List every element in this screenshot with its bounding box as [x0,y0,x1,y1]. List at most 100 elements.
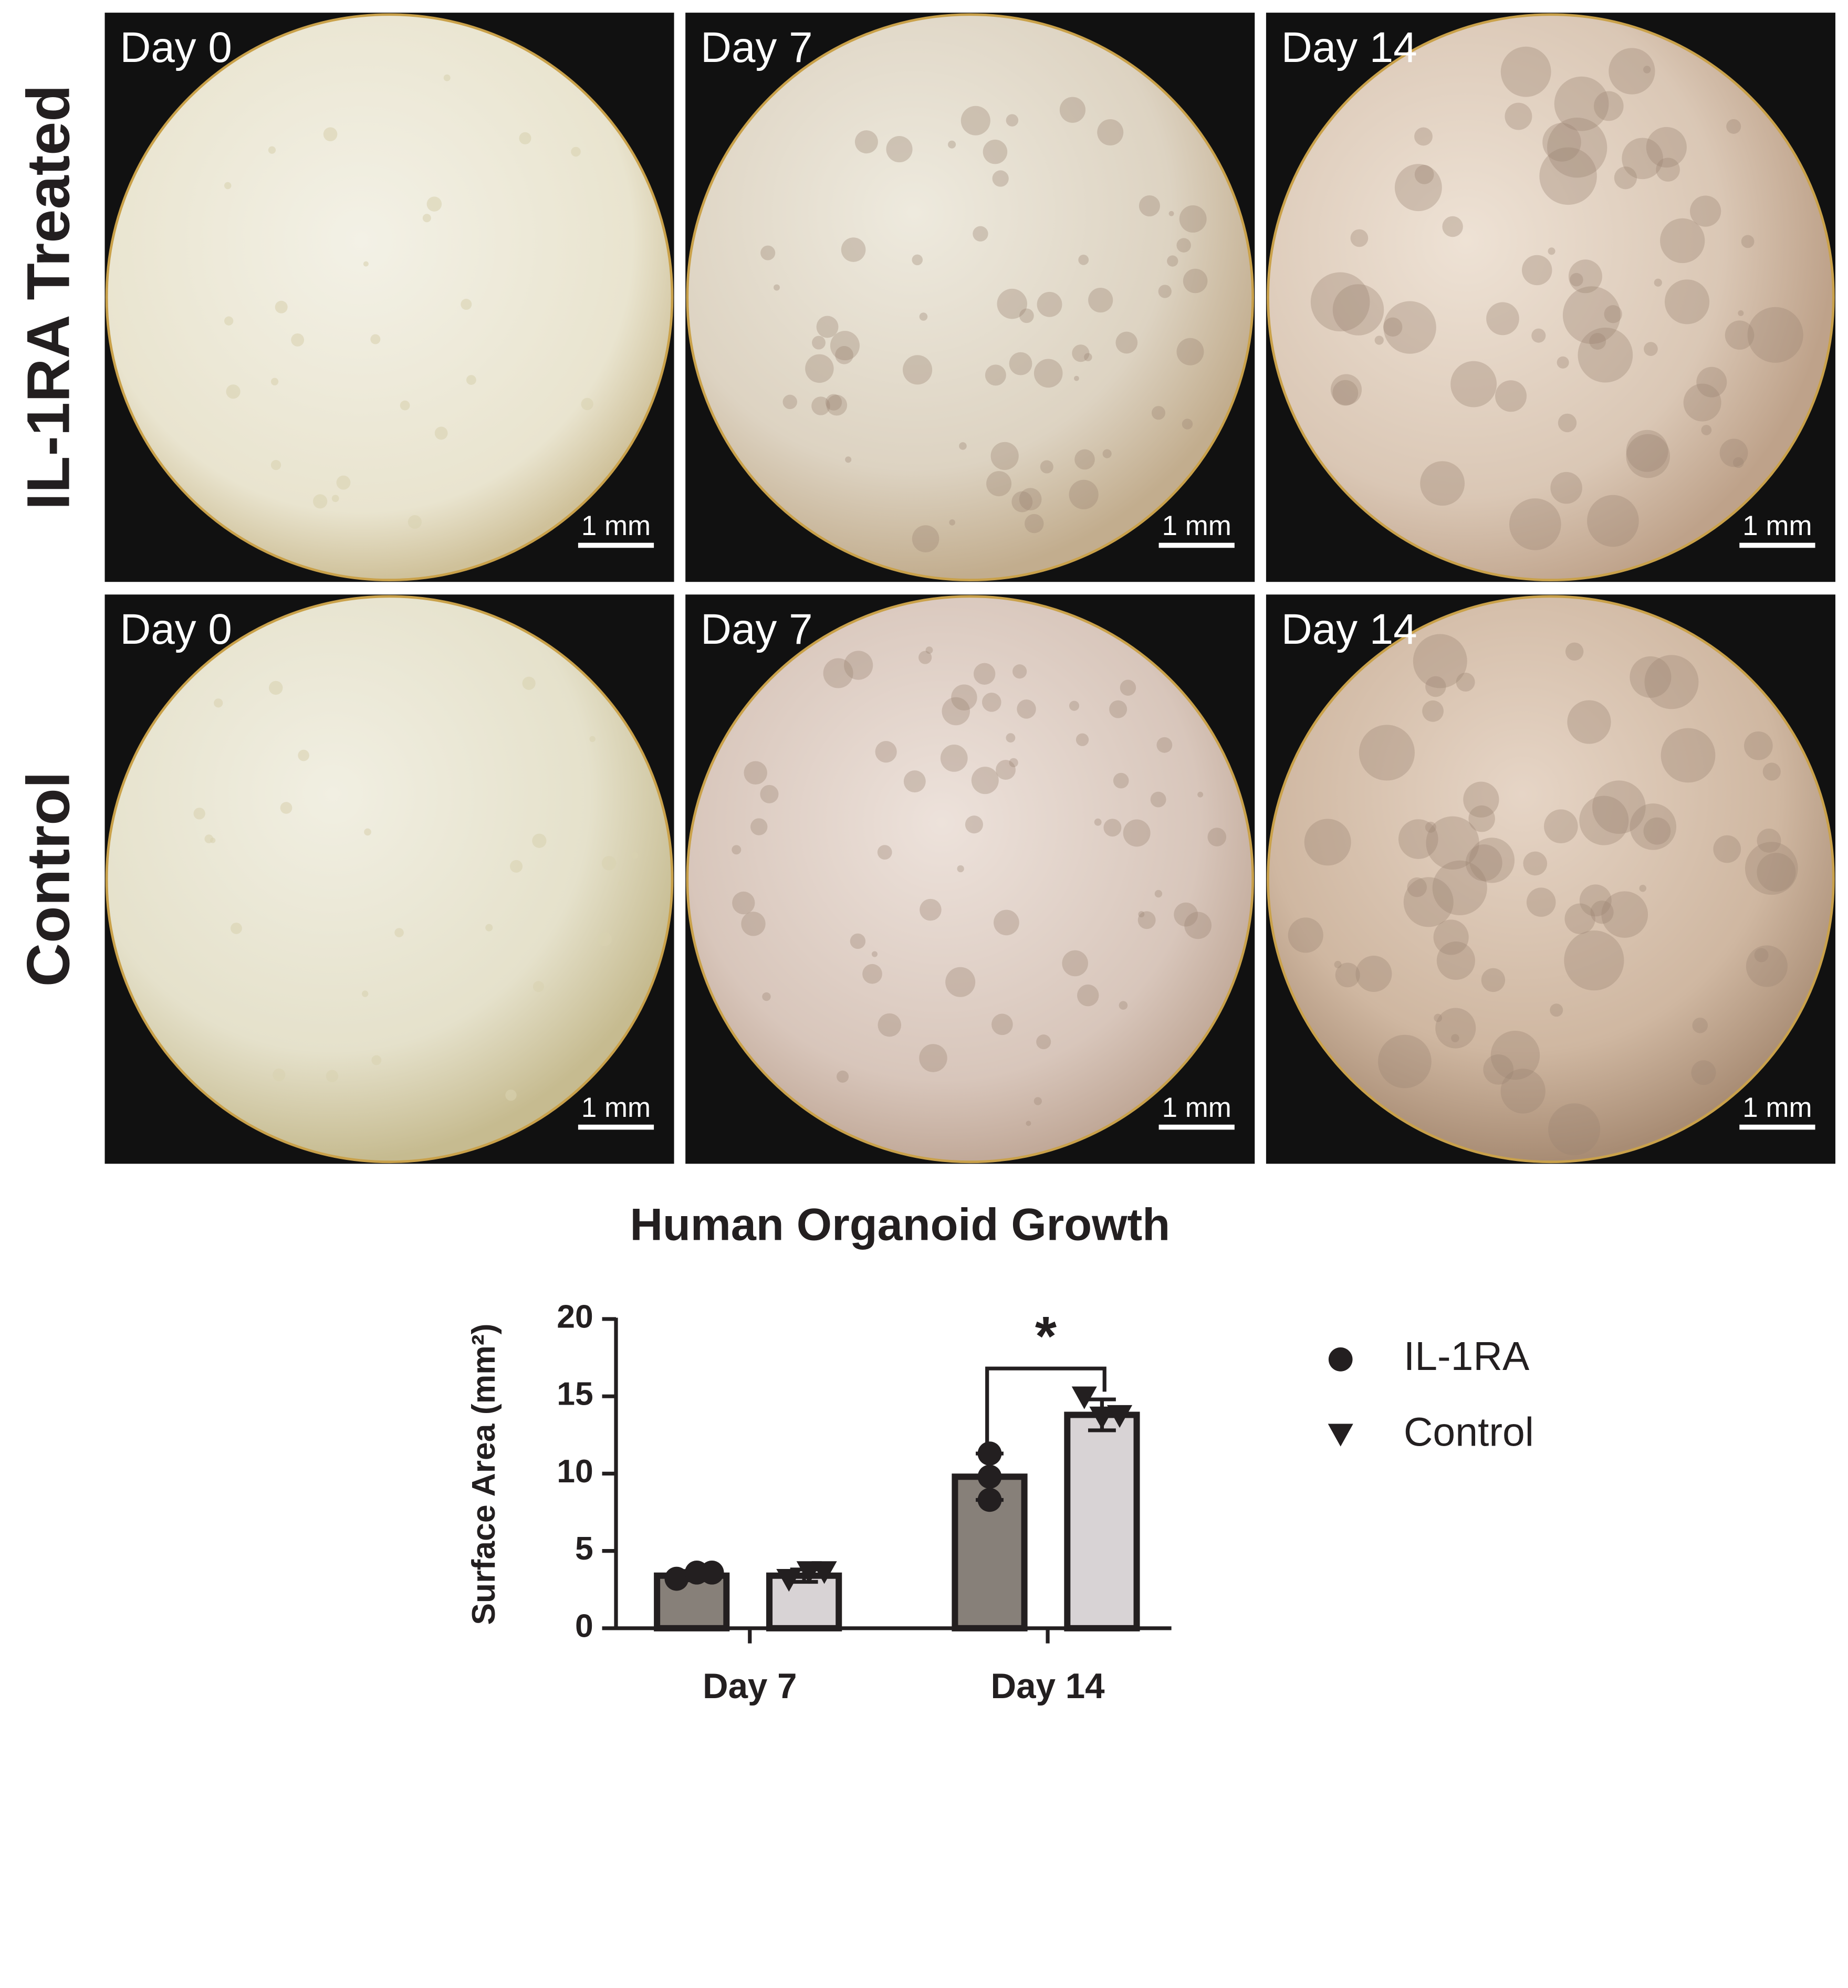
organoid [903,770,926,793]
organoid [1009,352,1032,375]
organoid [1084,353,1092,361]
organoid [1505,102,1532,130]
organoid [1151,406,1166,420]
organoid [1026,1121,1031,1126]
organoid [1378,1034,1432,1089]
organoid [443,74,451,81]
organoid [269,681,283,695]
legend-label: IL-1RA [1404,1334,1530,1379]
organoid [994,909,1019,936]
scale-bar-label: 1 mm [1742,1092,1812,1123]
organoid [1102,449,1112,458]
organoid [1167,255,1178,267]
organoid [1019,488,1042,511]
scale-bar-label: 1 mm [1742,510,1812,541]
organoid [1420,461,1465,506]
organoid [951,684,977,710]
organoid [1074,375,1079,381]
organoid [1183,268,1208,294]
organoid [812,336,826,350]
scale-bar [1158,542,1235,548]
organoid [957,865,964,873]
organoid [1495,380,1527,412]
organoid [1040,460,1053,474]
organoid [1542,123,1581,162]
organoid [1690,195,1721,227]
organoid [1564,903,1595,934]
organoid [204,834,214,843]
organoid [1355,956,1392,992]
organoid [1168,211,1174,216]
organoid [1550,1003,1563,1017]
organoid [1578,327,1633,383]
organoid [618,880,625,886]
field-of-view [686,13,1255,581]
organoid [532,833,547,848]
organoid [1037,291,1062,317]
organoid [983,139,1008,164]
y-axis-label: Surface Area (mm²) [465,1324,502,1625]
data-point [664,1566,689,1591]
organoid [844,651,873,680]
organoid [1630,656,1672,698]
micrograph-grid: IL-1RA Treated Day 0 1 mm Day 7 1 mm Day 14 1 … [15,13,1835,1164]
organoid [837,1070,849,1083]
scale-bar-label: 1 mm [581,1092,651,1123]
organoid [1120,679,1136,696]
data-point [776,1568,802,1592]
organoid [1414,165,1434,184]
organoid [1359,725,1415,781]
organoid [1109,700,1127,718]
organoid [871,951,878,957]
organoid [1078,254,1089,265]
organoid [1434,1013,1443,1022]
organoid [762,992,771,1001]
organoid [1426,816,1479,870]
organoid [1403,877,1454,927]
organoid [1590,901,1614,924]
organoid [1522,255,1552,286]
organoid [519,132,531,144]
organoid [231,923,242,934]
organoid [816,316,839,338]
organoid [750,818,768,835]
organoid [1568,259,1602,294]
organoid [990,442,1019,470]
organoid [1539,147,1597,205]
data-point [977,1488,1002,1512]
organoid [1033,359,1063,388]
organoid [1123,819,1151,847]
organoid [1076,733,1089,746]
organoid [1713,835,1741,863]
organoid [782,394,797,410]
organoid [1062,950,1088,977]
organoid [971,767,999,794]
organoid [1660,218,1705,264]
organoid [1019,308,1034,323]
organoid [877,845,892,860]
y-tick-label: 5 [575,1530,593,1567]
organoid [1436,941,1475,980]
organoid [601,856,617,871]
organoid [1483,1054,1514,1085]
organoid [1288,917,1323,953]
organoid [313,494,328,509]
organoid [1747,307,1803,363]
micrograph: Day 7 1 mm [685,13,1255,582]
organoid [918,651,932,664]
organoid [1374,336,1384,345]
organoid [505,1089,517,1101]
organoid [919,1044,947,1072]
organoid [1741,235,1755,248]
organoid [1394,164,1442,212]
organoid [1589,333,1606,350]
organoid [1486,302,1519,336]
organoid [270,378,279,385]
organoid [959,442,967,450]
organoid [992,170,1009,187]
bar [1064,1411,1140,1631]
organoid [1548,247,1555,255]
data-point [811,1561,837,1584]
organoid [1174,902,1198,927]
